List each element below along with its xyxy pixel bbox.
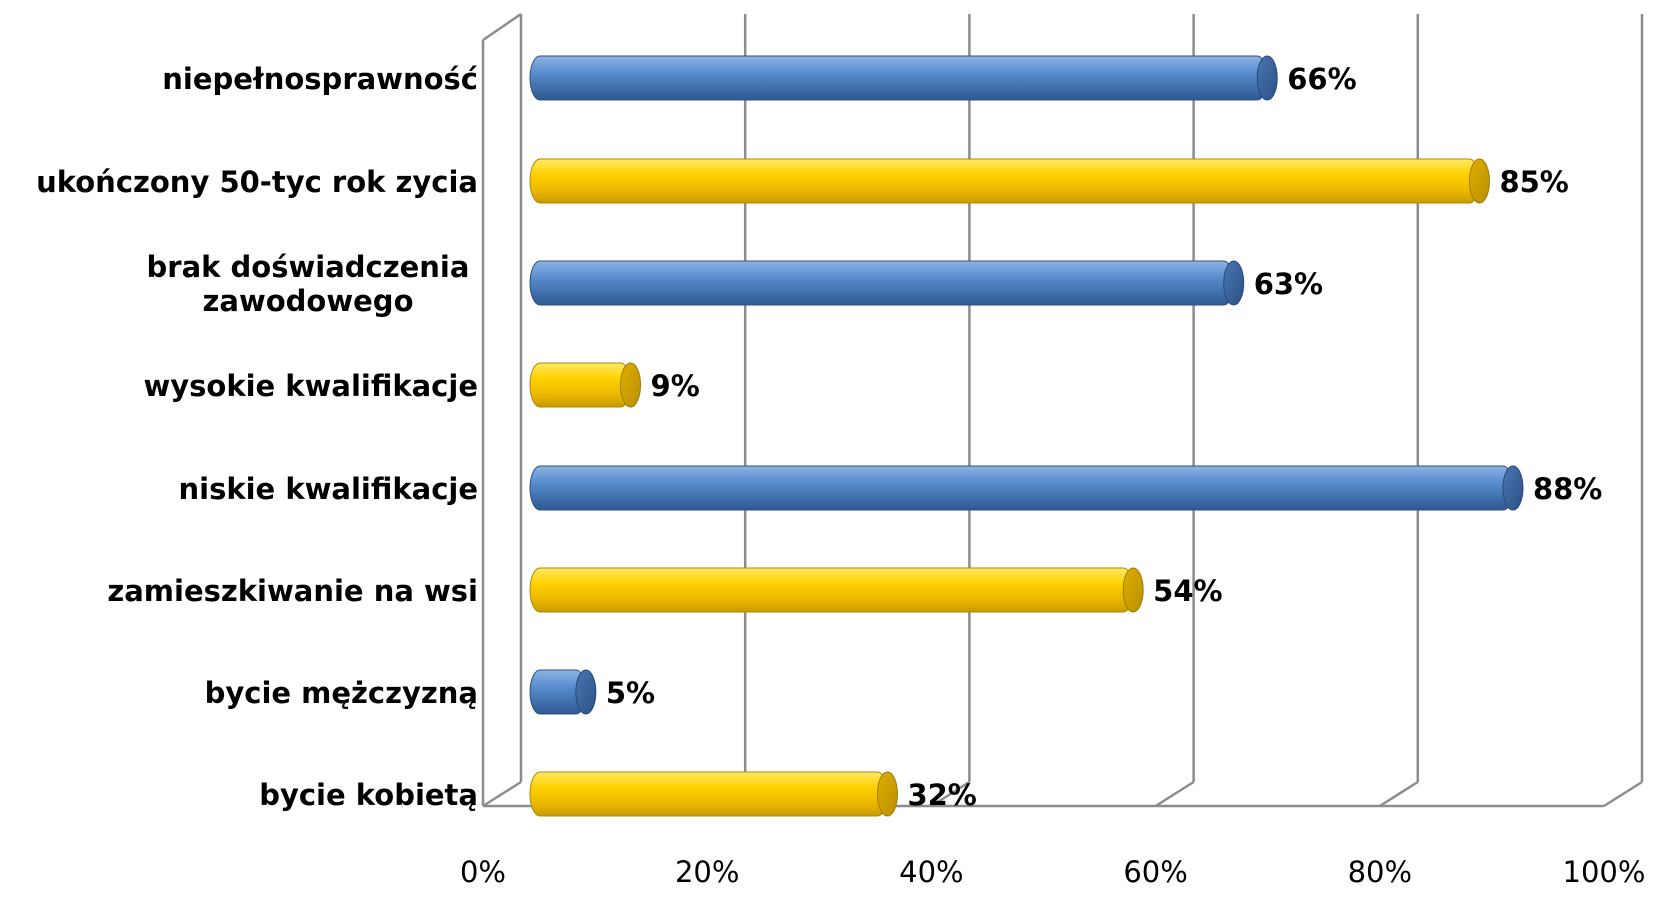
x-tick-label: 80%	[1348, 855, 1412, 889]
x-tick-label: 100%	[1563, 855, 1646, 889]
grid	[481, 12, 1644, 808]
data-label: 9%	[651, 369, 700, 403]
bar-end-cap	[1468, 158, 1490, 204]
category-label: zamieszkiwanie na wsi	[107, 574, 478, 608]
bar	[529, 158, 1490, 204]
bar	[529, 771, 898, 817]
category-label: brak doświadczenia zawodowego	[147, 250, 470, 318]
data-label: 54%	[1153, 574, 1222, 608]
bars	[529, 55, 1524, 817]
bar-end-cap	[575, 669, 597, 715]
data-label: 63%	[1254, 267, 1323, 301]
category-label: bycie kobietą	[259, 778, 478, 812]
data-label: 5%	[606, 676, 655, 710]
floor-line-40	[930, 780, 971, 808]
bar	[529, 669, 597, 715]
x-tick-label: 0%	[460, 855, 506, 889]
bar-body	[529, 567, 1134, 613]
bar	[529, 362, 642, 408]
x-tick-label: 20%	[675, 855, 739, 889]
category-label: bycie mężczyzną	[205, 676, 478, 710]
x-tick-label: 60%	[1123, 855, 1187, 889]
x-tick-label: 40%	[899, 855, 963, 889]
bar-body	[529, 260, 1235, 306]
bar-end-cap	[876, 771, 898, 817]
floor-line-80	[1379, 780, 1419, 808]
category-label-line: brak doświadczenia	[147, 250, 470, 284]
bar-end-cap	[1256, 55, 1278, 101]
bar-body	[529, 158, 1480, 204]
bar-end-cap	[1122, 567, 1144, 613]
category-label-line: zawodowego	[203, 284, 414, 318]
side-wall-top-edge	[482, 12, 522, 42]
category-label: ukończony 50-tyc rok zycia	[36, 165, 478, 199]
bar-body	[529, 465, 1514, 511]
floor-line-60	[1154, 780, 1195, 808]
bar-body	[529, 771, 888, 817]
bar	[529, 465, 1524, 511]
category-label: wysokie kwalifikacje	[143, 369, 478, 403]
bar	[529, 55, 1278, 101]
labels: 0% 20% 40% 60% 80% 100% 66% 85% 63% 9% 88% 54% 5% 32%…	[36, 62, 1645, 889]
bar-end-cap	[1502, 465, 1524, 511]
data-label: 88%	[1533, 472, 1602, 506]
bar	[529, 260, 1245, 306]
category-label: niepełnosprawność	[162, 62, 478, 96]
floor-line-100	[1603, 780, 1643, 808]
data-label: 85%	[1499, 165, 1568, 199]
bar-body	[529, 362, 632, 408]
data-label: 32%	[907, 778, 976, 812]
bar	[529, 567, 1144, 613]
bar-body	[529, 55, 1268, 101]
floor-line-0	[482, 780, 522, 808]
data-label: 66%	[1287, 62, 1356, 96]
bar-end-cap	[1223, 260, 1245, 306]
bar-end-cap	[620, 362, 642, 408]
category-label: niskie kwalifikacje	[178, 472, 478, 506]
